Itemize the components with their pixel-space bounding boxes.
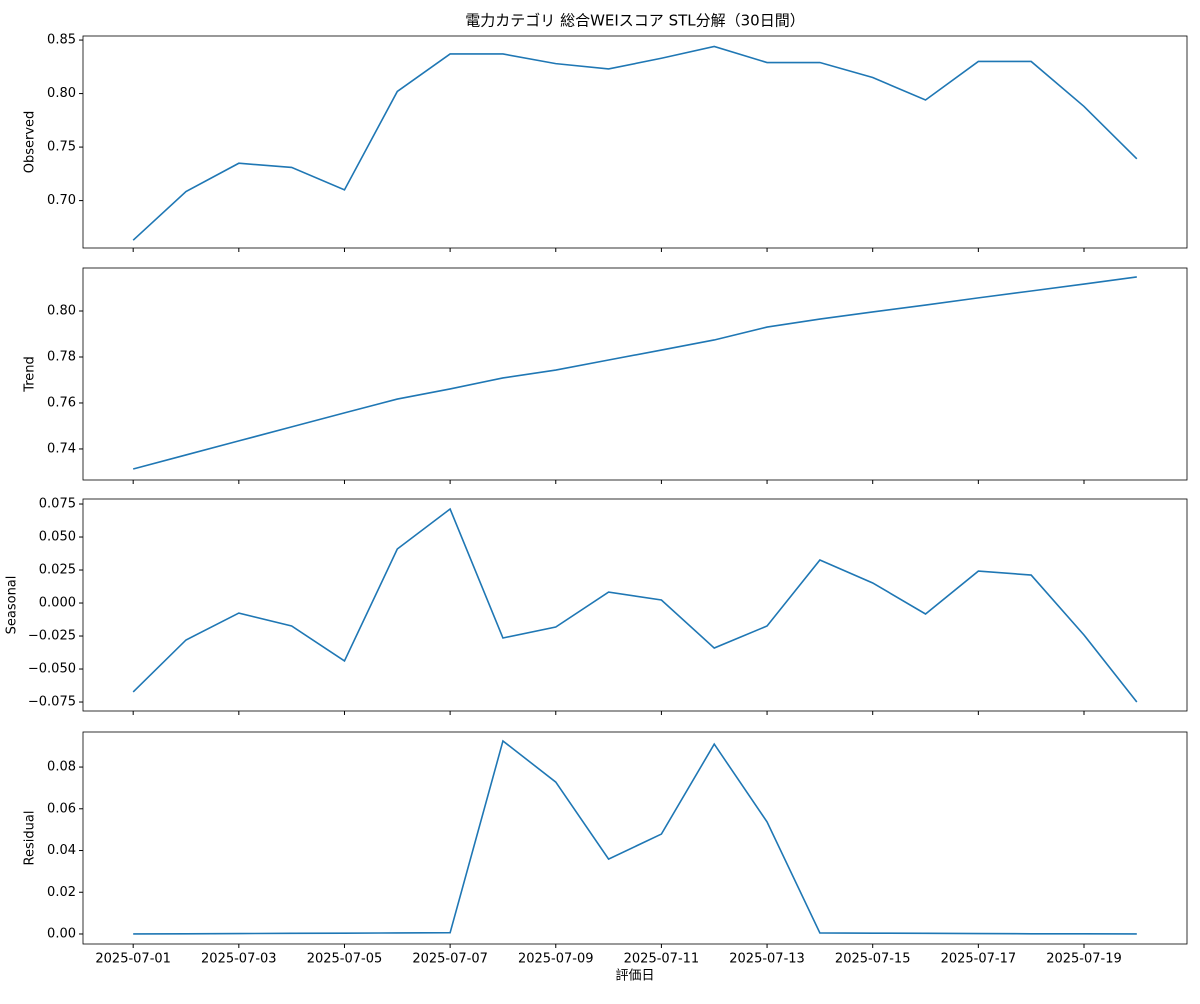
- x-tick-label: 2025-07-17: [941, 952, 1017, 967]
- y-tick-label: 0.85: [47, 33, 76, 48]
- data-line: [133, 739, 1137, 935]
- x-tick-label: 2025-07-01: [95, 952, 171, 967]
- data-line: [132, 507, 1138, 703]
- y-axis-label: Observed: [23, 111, 38, 174]
- x-tick-label: 2025-07-15: [835, 952, 911, 967]
- y-tick-label: 0.075: [39, 497, 76, 512]
- y-tick-label: 0.06: [47, 801, 76, 816]
- y-tick-label: 0.000: [39, 596, 76, 611]
- data-line: [132, 45, 1138, 241]
- y-tick-label: 0.74: [47, 441, 76, 456]
- plot-frame: [82, 267, 1188, 481]
- y-tick-label: 0.00: [47, 926, 76, 941]
- x-axis-label: 評価日: [615, 969, 654, 984]
- y-tick-label: 0.02: [47, 885, 76, 900]
- x-tick-label: 2025-07-07: [412, 952, 488, 967]
- y-tick-label: 0.70: [47, 193, 76, 208]
- y-tick-label: 0.76: [47, 395, 76, 410]
- y-tick-label: 0.050: [39, 530, 76, 545]
- x-tick-label: 2025-07-19: [1046, 952, 1122, 967]
- y-tick-label: 0.80: [47, 303, 76, 318]
- y-tick-label: −0.025: [28, 629, 76, 644]
- plot-frame: [82, 35, 1188, 249]
- y-axis-label: Trend: [23, 356, 38, 393]
- x-tick-label: 2025-07-09: [518, 952, 594, 967]
- plot-frame: [82, 498, 1188, 712]
- y-tick-label: 0.78: [47, 349, 76, 364]
- data-line: [132, 276, 1137, 470]
- x-tick-label: 2025-07-11: [624, 952, 700, 967]
- y-tick-label: 0.80: [47, 86, 76, 101]
- y-tick-label: 0.08: [47, 760, 76, 775]
- y-tick-label: −0.050: [28, 662, 76, 677]
- y-tick-label: 0.75: [47, 140, 76, 155]
- x-tick-label: 2025-07-05: [307, 952, 383, 967]
- y-tick-label: 0.025: [39, 563, 76, 578]
- y-tick-label: 0.04: [47, 843, 76, 858]
- x-tick-label: 2025-07-03: [201, 952, 277, 967]
- y-tick-label: −0.075: [28, 695, 76, 710]
- chart-title: 電力カテゴリ 総合WEIスコア STL分解（30日間）: [465, 12, 804, 30]
- y-axis-label: Seasonal: [5, 576, 20, 635]
- x-tick-label: 2025-07-13: [729, 952, 805, 967]
- y-axis-label: Residual: [23, 811, 38, 866]
- plot-frame: [82, 731, 1188, 945]
